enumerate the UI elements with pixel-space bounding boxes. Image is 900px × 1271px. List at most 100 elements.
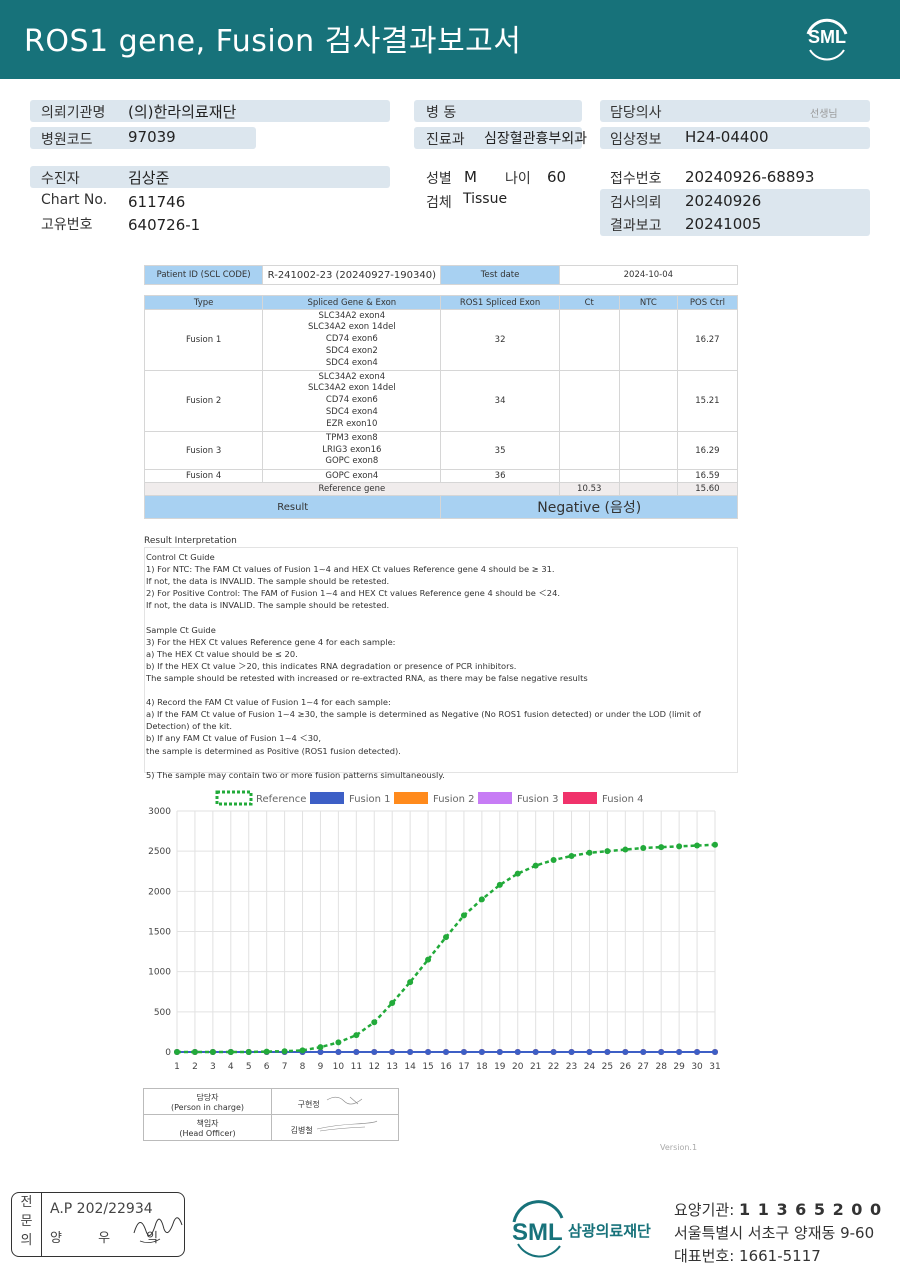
x-tick-label: 23 [566,1062,577,1072]
genes-cell: SLC34A2 exon4 SLC34A2 exon 14del CD74 exon… [262,370,442,432]
x-tick-label: 12 [369,1062,380,1072]
person-in-charge-label: 담당자 (Person in charge) [143,1088,272,1115]
svg-text:SML: SML [512,1219,563,1246]
request-value: 20240926 [685,192,762,210]
patient-id-table: Patient ID (SCL CODE) R-241002-23 (20240… [143,265,739,285]
reference-label: Reference gene [144,482,560,496]
header-type: Type [143,295,264,310]
reference-row: Reference gene 10.53 15.60 [144,482,739,496]
doctor-value: 선생님 [810,109,838,120]
genes-cell: SLC34A2 exon4 SLC34A2 exon 14del CD74 exon… [262,309,442,371]
legend-label: Reference [256,794,306,805]
data-point [496,881,503,888]
test-date-value: 2024-10-04 [558,265,739,285]
hospital-code-label: 병원코드 [41,132,93,148]
x-tick-label: 25 [602,1062,613,1072]
data-point [622,1049,629,1055]
signature-table: 담당자 (Person in charge) 구현정 책임자 (Head Offic… [143,1088,399,1141]
legend-swatch [394,792,428,804]
department-value: 심장혈관흉부외과 [484,131,588,147]
stamp-ap-number: A.P 202/22934 [50,1201,153,1217]
data-point [694,1049,701,1055]
data-point [460,1049,467,1055]
head-officer-sign: 김병철 [271,1114,399,1141]
interp-line [146,757,737,769]
result-row: Result Negative (음성) [143,495,738,519]
x-tick-label: 26 [620,1062,632,1072]
interp-line: 3) For the HEX Ct values Reference gene … [146,636,396,647]
data-point [676,1049,683,1055]
patient-value: 김상준 [128,169,170,187]
reference-ntc [618,482,678,496]
data-point [676,843,683,850]
data-point [658,1049,665,1055]
x-tick-label: 31 [709,1062,720,1072]
x-tick-label: 24 [584,1062,596,1072]
data-point [460,912,467,919]
head-signature [317,1120,378,1132]
x-tick-label: 16 [440,1062,452,1072]
ros1-cell: 32 [440,309,560,371]
x-tick-label: 20 [512,1062,524,1072]
data-point [353,1049,360,1055]
data-point [299,1047,306,1054]
unique-id-value: 640726-1 [128,216,201,234]
header-ntc: NTC [618,295,678,310]
pos-cell: 16.29 [676,431,739,470]
x-tick-label: 3 [210,1062,216,1072]
reference-pos: 15.60 [676,482,739,496]
specimen-value: Tissue [463,191,508,207]
x-tick-label: 4 [228,1062,234,1072]
hospital-code-row-bg [30,127,256,149]
clinical-value: H24-04400 [685,128,769,146]
request-label: 검사의뢰 [610,195,662,211]
ct-cell [558,431,620,470]
header-pos: POS Ctrl [676,295,739,310]
x-tick-label: 21 [530,1062,541,1072]
interp-line [146,611,737,623]
age-label: 나이 [505,171,531,187]
head-officer-name: 김병철 [290,1126,313,1135]
interp-line: 4) Record the FAM Ct value of Fusion 1~4… [146,697,391,708]
stamp-name: 양 우 익 [50,1231,175,1246]
data-point [263,1048,270,1055]
ntc-cell [618,431,678,470]
header-spliced: Spliced Gene & Exon [262,295,442,310]
legend-swatch [478,792,512,804]
doctor-row-bg [600,100,870,122]
footer-phone-value: 1661-5117 [739,1247,821,1265]
type-cell: Fusion 4 [143,469,264,483]
ntc-cell [618,370,678,432]
data-point [209,1049,216,1055]
interp-line: 5) The sample may contain two or more fu… [146,769,445,780]
data-point [174,1049,180,1055]
ct-cell [558,370,620,432]
x-tick-label: 14 [404,1062,416,1072]
ros1-cell: 36 [440,469,560,483]
data-point [586,1049,593,1055]
data-point [658,844,665,851]
data-point [586,849,593,856]
x-tick-label: 1 [174,1062,180,1072]
data-point [496,1049,503,1055]
pos-cell: 16.27 [676,309,739,371]
data-point [640,1049,647,1055]
data-point [514,1049,521,1055]
clinical-label: 임상정보 [610,132,662,148]
x-tick-label: 27 [638,1062,649,1072]
department-label: 진료과 [426,132,465,148]
receipt-value: 20240926-68893 [685,168,815,186]
data-point [425,1049,432,1055]
type-cell: Fusion 2 [143,370,264,432]
ros1-cell: 34 [440,370,560,432]
interp-line: The sample should be retested with incre… [146,672,588,683]
results-table: Type Spliced Gene & Exon ROS1 Spliced Ex… [143,295,739,519]
legend-label: Fusion 4 [602,794,644,805]
data-point [281,1048,288,1055]
sex-label: 성별 [426,171,452,187]
data-point [550,1049,557,1055]
head-officer-label: 책임자 (Head Officer) [143,1114,272,1141]
data-point [371,1049,378,1055]
header-ros1: ROS1 Spliced Exon [440,295,560,310]
version-label: Version.1 [660,1143,698,1152]
